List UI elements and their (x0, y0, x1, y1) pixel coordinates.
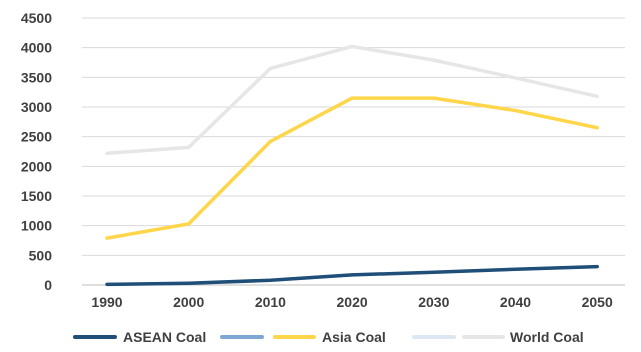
y-tick-label: 2500 (21, 129, 52, 145)
x-tick-label: 2040 (500, 294, 531, 310)
series-lines (105, 44, 599, 287)
series-line-asia-coal (105, 96, 599, 240)
x-tick-label: 2010 (255, 294, 286, 310)
y-axis: 0 500 1000 1500 2000 2500 3000 3500 4000 4500 (21, 10, 52, 293)
y-tick-label: 4000 (21, 40, 52, 56)
y-tick-label: 1500 (21, 188, 52, 204)
y-tick-label: 3000 (21, 99, 52, 115)
y-tick-label: 1000 (21, 218, 52, 234)
y-tick-label: 0 (44, 277, 52, 293)
legend-label: ASEAN Coal (123, 329, 206, 345)
legend-label: World Coal (510, 329, 584, 345)
series-line-world-coal (105, 44, 599, 156)
x-tick-label: 2030 (418, 294, 449, 310)
legend-label: Asia Coal (322, 329, 386, 345)
y-tick-label: 2000 (21, 158, 52, 174)
x-tick-label: 2020 (337, 294, 368, 310)
y-tick-label: 500 (29, 247, 53, 263)
gridlines (82, 17, 625, 286)
y-tick-label: 4500 (21, 10, 52, 26)
x-tick-label: 1990 (91, 294, 122, 310)
legend: ASEAN Coal Asia Coal World Coal (73, 329, 584, 345)
series-line-asean-coal (105, 264, 599, 287)
x-tick-label: 2050 (582, 294, 613, 310)
x-axis: 1990 2000 2010 2020 2030 2040 2050 (91, 294, 613, 310)
y-tick-label: 3500 (21, 69, 52, 85)
x-tick-label: 2000 (173, 294, 204, 310)
